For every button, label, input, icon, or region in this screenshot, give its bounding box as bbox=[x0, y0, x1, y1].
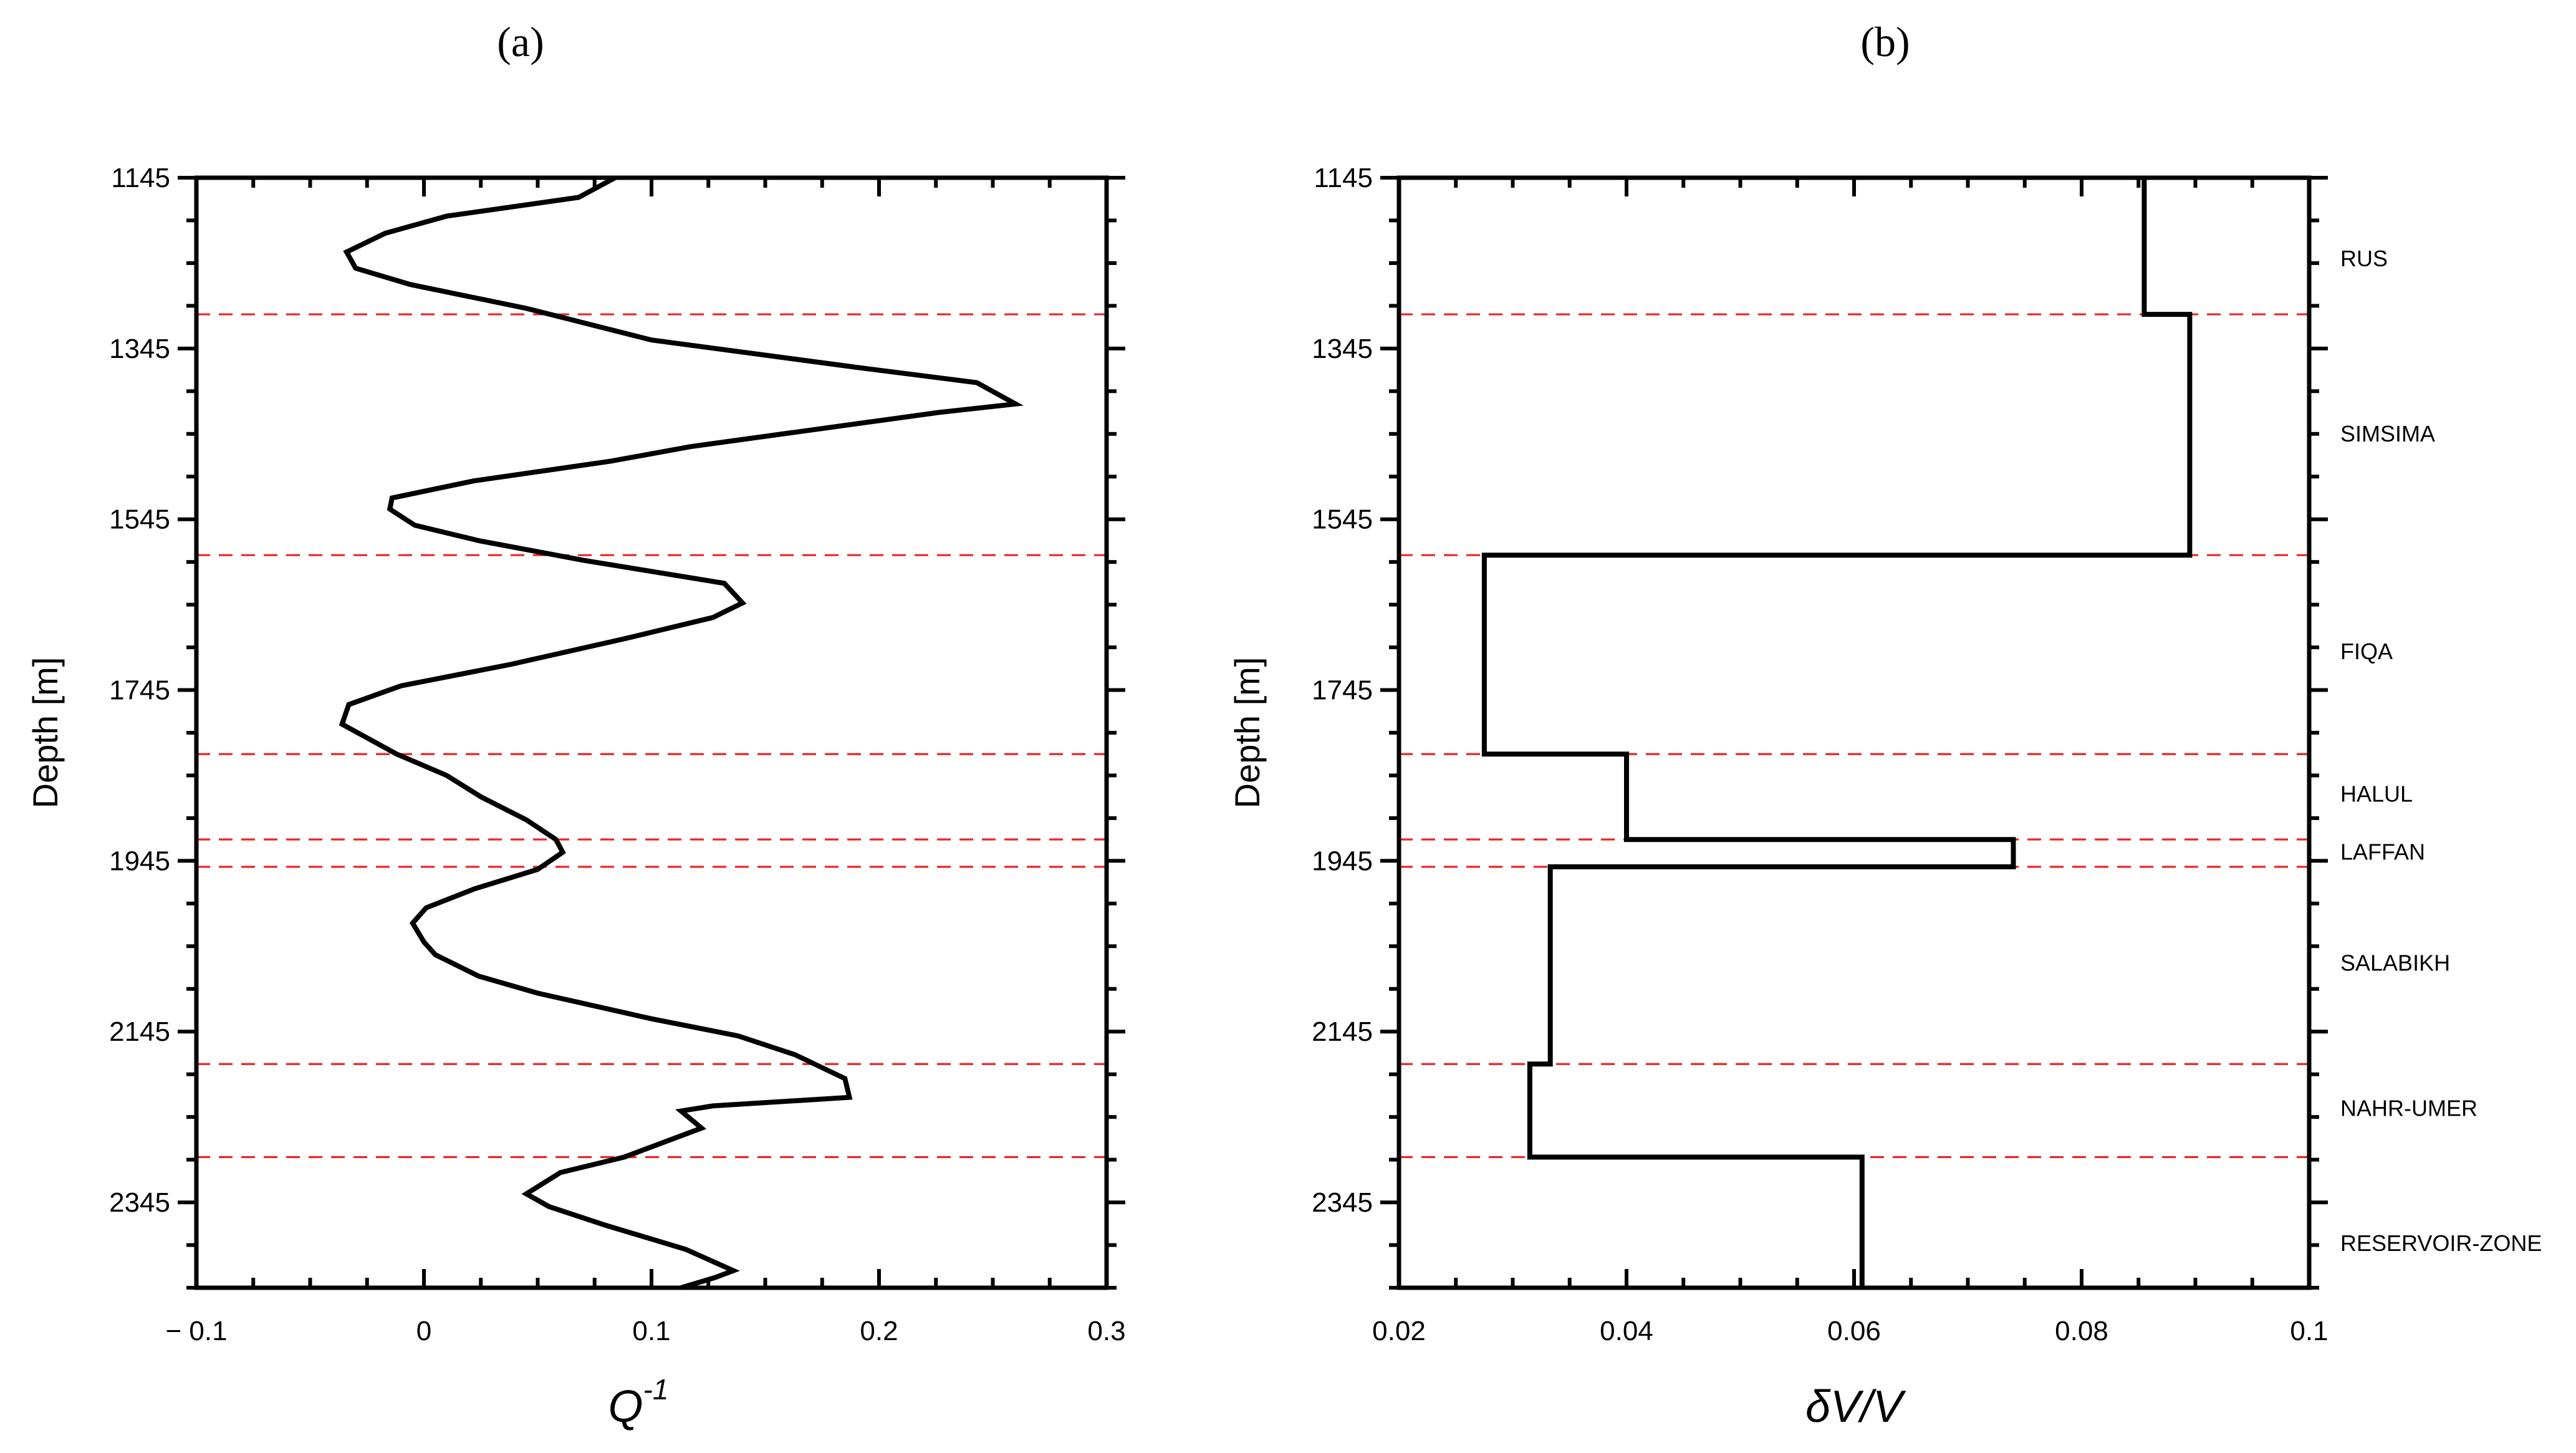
y-tick-label: 1545 bbox=[109, 504, 170, 535]
dvv-step-line bbox=[1481, 178, 2193, 1288]
x-tick-label: 0.04 bbox=[1600, 1316, 1653, 1346]
x-tick-label: 0.1 bbox=[2290, 1316, 2328, 1346]
q-exponent: -1 bbox=[643, 1373, 669, 1406]
panel-b-label: (b) bbox=[1860, 18, 1910, 65]
x-tick-label: 0.3 bbox=[1087, 1316, 1125, 1346]
x-tick-label: 0.1 bbox=[632, 1316, 670, 1346]
y-tick-label: 2145 bbox=[1312, 1016, 1373, 1047]
panel-a-y-axis-title: Depth [m] bbox=[26, 657, 65, 809]
x-tick-label: 0.08 bbox=[2055, 1316, 2108, 1346]
zone-label-laffan: LAFFAN bbox=[2340, 839, 2425, 865]
y-tick-label: 2145 bbox=[109, 1016, 170, 1047]
y-tick-label: 2345 bbox=[1312, 1187, 1373, 1218]
zone-label-salabikh: SALABIKH bbox=[2340, 950, 2450, 976]
x-tick-label: − 0.1 bbox=[165, 1316, 227, 1346]
y-tick-label: 1145 bbox=[111, 163, 170, 193]
panel-b-y-axis-title: Depth [m] bbox=[1228, 657, 1267, 809]
zone-label-simsima: SIMSIMA bbox=[2340, 421, 2435, 447]
panel-a-ticks bbox=[178, 176, 1125, 1290]
panel-a-frame bbox=[194, 175, 1109, 1290]
zone-label-halul: HALUL bbox=[2340, 781, 2413, 807]
panel-b-frame bbox=[1396, 175, 2312, 1290]
panel-a-label: (a) bbox=[497, 18, 544, 65]
x-tick-label: 0.06 bbox=[1827, 1316, 1881, 1346]
y-tick-label: 1945 bbox=[109, 846, 170, 876]
y-tick-label: 1145 bbox=[1314, 163, 1373, 193]
panel-b-x-axis-title: δV/V bbox=[1805, 1382, 1906, 1432]
panel-b-ticks bbox=[1380, 176, 2328, 1290]
x-tick-label: 0 bbox=[416, 1316, 431, 1346]
y-tick-label: 1545 bbox=[1312, 504, 1373, 535]
x-tick-label: 0.02 bbox=[1372, 1316, 1426, 1346]
panel-a-x-axis-title: Q-1 bbox=[608, 1373, 669, 1432]
q-symbol: Q bbox=[608, 1382, 643, 1432]
panel-b-boundaries bbox=[1399, 313, 2309, 1159]
zone-label-rus: RUS bbox=[2340, 246, 2388, 271]
zone-labels: RUS SIMSIMA FIQA HALUL LAFFAN SALABIKH NAHR-UM… bbox=[2340, 246, 2542, 1256]
zone-label-fiqa: FIQA bbox=[2340, 639, 2393, 664]
y-tick-label: 1745 bbox=[1312, 675, 1373, 706]
panel-a-y-tick-labels: 1145 1345 1545 1745 1945 2145 2345 bbox=[109, 163, 170, 1218]
y-tick-label: 1345 bbox=[1312, 334, 1373, 364]
y-tick-label: 1345 bbox=[109, 334, 170, 364]
zone-label-reservoir-zone: RESERVOIR-ZONE bbox=[2340, 1230, 2542, 1256]
panel-b-x-tick-labels: 0.02 0.04 0.06 0.08 0.1 bbox=[1372, 1316, 2328, 1346]
q-inverse-line bbox=[339, 175, 1024, 1290]
zone-label-nahr-umer: NAHR-UMER bbox=[2340, 1095, 2477, 1121]
y-tick-label: 1745 bbox=[109, 675, 170, 706]
y-tick-label: 1945 bbox=[1312, 846, 1373, 876]
panel-b-y-tick-labels: 1145 1345 1545 1745 1945 2145 2345 bbox=[1312, 163, 1373, 1218]
x-tick-label: 0.2 bbox=[860, 1316, 898, 1346]
panel-a-boundaries bbox=[196, 313, 1107, 1159]
panel-a-x-tick-labels: − 0.1 0 0.1 0.2 0.3 bbox=[165, 1316, 1125, 1346]
y-tick-label: 2345 bbox=[109, 1187, 170, 1218]
